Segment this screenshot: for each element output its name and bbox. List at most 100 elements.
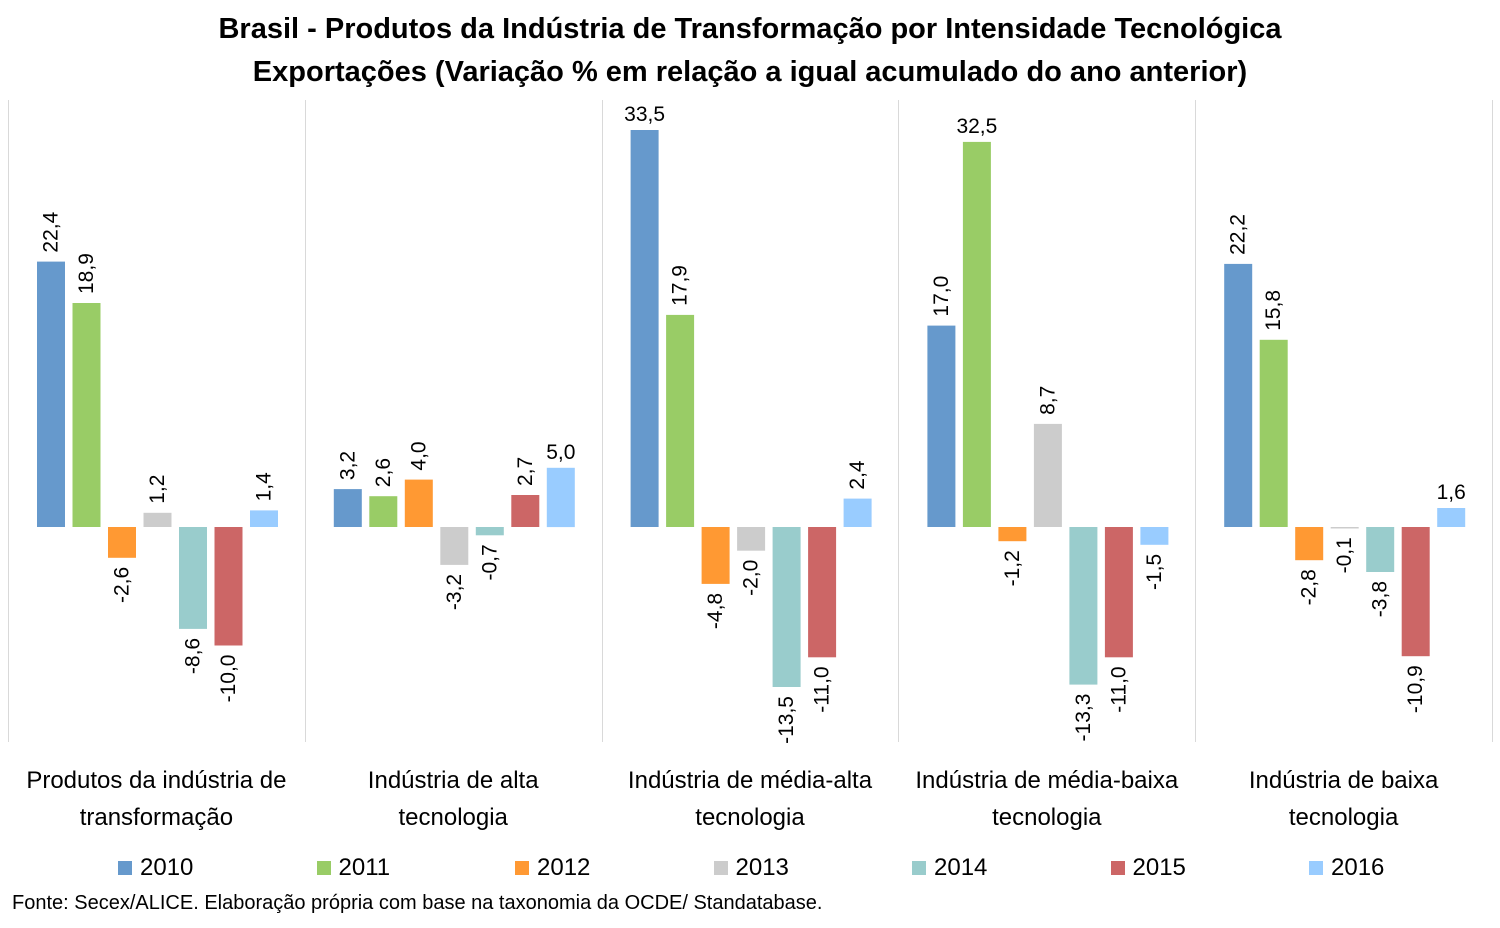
data-label: 18,9 xyxy=(75,253,98,294)
data-label: 33,5 xyxy=(624,103,665,126)
data-label: -13,3 xyxy=(1072,694,1095,742)
data-label: 22,4 xyxy=(40,211,63,252)
bar-2014-1 xyxy=(179,527,207,629)
data-label: -0,7 xyxy=(478,544,501,580)
bar-2016-4 xyxy=(1140,527,1169,545)
bar-2011-3 xyxy=(666,314,695,527)
bar-2013-3 xyxy=(737,527,766,551)
bar-2016-2 xyxy=(546,467,575,528)
bar-2010-5 xyxy=(1224,263,1253,527)
bar-2013-4 xyxy=(1033,423,1062,527)
category-label: tecnologia xyxy=(992,804,1102,831)
legend-swatch xyxy=(912,861,926,875)
data-label: -3,2 xyxy=(443,574,466,610)
data-label: 2,4 xyxy=(846,460,869,490)
legend-swatch xyxy=(713,861,728,875)
chart-title-line2: Exportações (Variação % em relação a igu… xyxy=(252,56,1248,88)
bar-2013-1 xyxy=(143,512,172,527)
legend-swatch xyxy=(316,861,331,875)
chart-legend: 2010 2011 2012 2013 2014 2015 2016 xyxy=(0,852,1500,884)
legend-item-2015: 2015 xyxy=(1110,852,1186,884)
data-label: 2,7 xyxy=(514,457,537,486)
data-label: 5,0 xyxy=(546,441,575,464)
bar-2016-5 xyxy=(1437,508,1466,527)
legend-swatch xyxy=(118,861,132,875)
legend-item-2012: 2012 xyxy=(515,852,590,884)
bar-2010-3 xyxy=(630,130,659,527)
data-label: 15,8 xyxy=(1262,290,1285,331)
data-label: 4,0 xyxy=(407,441,430,470)
data-label: 17,0 xyxy=(930,276,953,317)
data-label: -2,0 xyxy=(740,560,763,596)
legend-item-2014: 2014 xyxy=(912,852,987,884)
legend-label: 2014 xyxy=(934,854,988,881)
data-label: 3,2 xyxy=(336,451,359,480)
data-label: -13,5 xyxy=(775,696,798,744)
bar-2015-1 xyxy=(214,527,243,646)
bar-2015-4 xyxy=(1104,527,1133,658)
category-label: tecnologia xyxy=(1289,804,1399,831)
data-label: 1,4 xyxy=(253,472,276,502)
data-label: 8,7 xyxy=(1036,386,1059,415)
bar-2013-5 xyxy=(1330,527,1359,529)
bar-2012-3 xyxy=(701,527,730,584)
data-label: 2,6 xyxy=(372,458,395,487)
bar-2015-3 xyxy=(808,527,837,658)
bar-2011-4 xyxy=(962,141,991,527)
bar-2010-2 xyxy=(333,489,362,527)
data-label: 1,6 xyxy=(1437,481,1466,504)
bar-2010-1 xyxy=(37,261,65,527)
category-label: Indústria de média-baixa xyxy=(915,767,1178,794)
legend-swatch xyxy=(1110,861,1125,875)
data-label: -4,8 xyxy=(704,593,727,629)
bar-2016-3 xyxy=(843,498,872,527)
legend-label: 2011 xyxy=(338,854,391,881)
source-note: Fonte: Secex/ALICE. Elaboração própria c… xyxy=(12,892,823,914)
data-label: -2,6 xyxy=(111,567,134,603)
legend-label: 2013 xyxy=(735,854,789,881)
bar-2011-1 xyxy=(72,303,101,527)
category-label: Indústria de alta xyxy=(368,767,539,794)
legend-swatch xyxy=(515,861,529,875)
data-label: -1,5 xyxy=(1143,554,1166,590)
bar-2014-2 xyxy=(475,527,504,536)
bar-2015-2 xyxy=(511,495,540,527)
category-label: Indústria de média-alta xyxy=(628,767,873,794)
bar-2016-1 xyxy=(250,510,278,527)
legend-label: 2016 xyxy=(1331,854,1385,881)
bar-2012-5 xyxy=(1295,527,1324,561)
category-label: tecnologia xyxy=(695,804,805,831)
bar-2011-2 xyxy=(369,496,398,527)
bar-2012-2 xyxy=(404,479,433,527)
data-label: -2,8 xyxy=(1298,569,1321,605)
bar-2014-3 xyxy=(772,527,801,687)
legend-item-2010: 2010 xyxy=(118,852,193,884)
category-label: Indústria de baixa xyxy=(1249,767,1439,794)
chart-title: Brasil - Produtos da Indústria de Transf… xyxy=(0,8,1500,94)
bar-2014-5 xyxy=(1366,527,1395,572)
legend-item-2013: 2013 xyxy=(713,852,789,884)
bar-2012-4 xyxy=(998,527,1027,542)
category-label: tecnologia xyxy=(398,804,508,831)
legend-item-2016: 2016 xyxy=(1309,852,1384,884)
legend-item-2011: 2011 xyxy=(316,852,391,884)
data-label: 22,2 xyxy=(1227,214,1250,255)
data-label: -3,8 xyxy=(1369,581,1392,617)
legend-label: 2010 xyxy=(140,854,194,881)
chart-title-line1: Brasil - Produtos da Indústria de Transf… xyxy=(218,13,1282,45)
bar-2015-5 xyxy=(1401,527,1430,657)
data-label: -8,6 xyxy=(182,638,205,674)
bar-2014-4 xyxy=(1069,527,1098,685)
data-label: 32,5 xyxy=(956,115,997,138)
data-label: 1,2 xyxy=(146,475,169,504)
data-label: -10,9 xyxy=(1404,665,1427,713)
legend-label: 2012 xyxy=(537,854,591,881)
bar-2012-1 xyxy=(108,527,136,558)
category-label: Produtos da indústria de xyxy=(26,767,286,794)
data-label: -1,2 xyxy=(1001,550,1024,586)
bar-2010-4 xyxy=(927,325,956,527)
legend-swatch xyxy=(1309,861,1323,875)
legend-label: 2015 xyxy=(1132,854,1186,881)
category-label: transformação xyxy=(80,804,233,831)
